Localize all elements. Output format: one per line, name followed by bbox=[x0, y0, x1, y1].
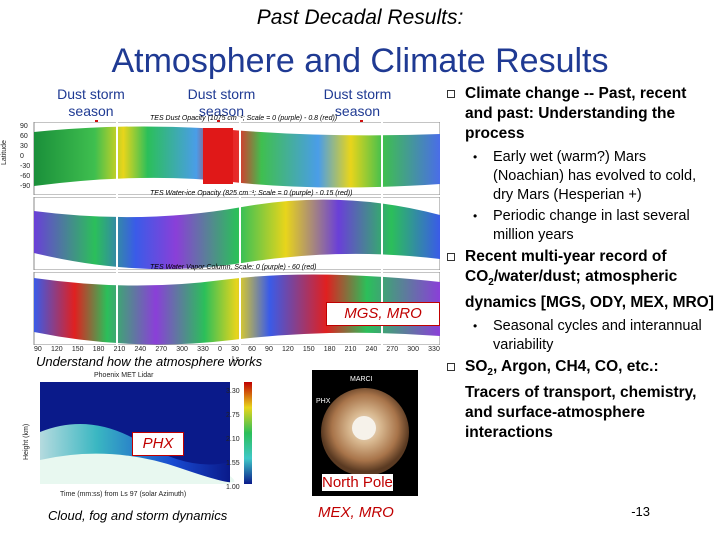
lidar-caption: Cloud, fog and storm dynamics bbox=[48, 508, 228, 523]
lidar-heading: Understand how the atmosphere works bbox=[36, 354, 263, 369]
phx-label: PHX bbox=[132, 432, 184, 456]
sub-bullet: • Seasonal cycles and interannual variabi… bbox=[473, 318, 702, 354]
lidar-title: Phoenix MET Lidar bbox=[94, 372, 154, 379]
page-number: -13 bbox=[631, 504, 650, 519]
y-axis-ticks: 90 60 30 0 -30 -60 -90 bbox=[20, 123, 31, 190]
water-ice-panel bbox=[22, 196, 441, 271]
dust-storm-label-1: Dust storm season bbox=[57, 86, 125, 119]
dust-storm-label-3: Dust storm season bbox=[323, 86, 392, 119]
dust-storm-label-2: Dust storm season bbox=[187, 86, 256, 119]
bullet-climate-change: Climate change -- Past, recent and past:… bbox=[447, 84, 717, 144]
checkbox-bullet-icon bbox=[447, 90, 455, 98]
slide-title: Atmosphere and Climate Results bbox=[111, 42, 609, 80]
lidar-colorbar-ticks: 3.30 2.75 2.10 1.55 1.00 bbox=[226, 388, 240, 491]
north-pole-label: North Pole bbox=[322, 474, 393, 491]
sub-bullet: • Early wet (warm?) Mars (Noachian) has e… bbox=[473, 149, 697, 203]
x-axis-label: Ls bbox=[232, 356, 240, 363]
marci-label: MARCI bbox=[350, 376, 373, 383]
dust-opacity-panel bbox=[22, 121, 441, 196]
mgs-mro-label: MGS, MRO bbox=[326, 302, 440, 326]
panel2-title: TES Water-ice Opacity (825 cm⁻¹; Scale =… bbox=[150, 190, 353, 197]
lidar-ylabel: Height (km) bbox=[23, 423, 30, 460]
y-axis-label: Latitude bbox=[1, 140, 8, 165]
panel1-title: TES Dust Opacity (1075 cm⁻¹; Scale = 0 (… bbox=[150, 115, 338, 122]
slide-eyebrow: Past Decadal Results: bbox=[256, 6, 464, 29]
lidar-xlabel: Time (mm:ss) from Ls 97 (solar Azimuth) bbox=[60, 491, 187, 498]
panel3-title: TES Water Vapor Column, Scale: 0 (purple… bbox=[150, 264, 317, 271]
sub-bullet: • Periodic change in last several million… bbox=[473, 208, 690, 243]
mars-phx-label: PHX bbox=[316, 398, 331, 405]
bullet-list: Climate change -- Past, recent and past:… bbox=[447, 84, 717, 447]
bullet-recent-record: Recent multi-year record of CO2/water/du… bbox=[447, 247, 717, 313]
checkbox-bullet-icon bbox=[447, 253, 455, 261]
checkbox-bullet-icon bbox=[447, 363, 455, 372]
bullet-tracers: SO2, Argon, CH4, CO, etc.: Tracers of tr… bbox=[447, 357, 717, 443]
mars-caption: MEX, MRO bbox=[318, 504, 394, 521]
x-axis-ticks: 90 120 150 180 210 240 270 300 330 0 30 60 90 120… bbox=[34, 346, 440, 353]
water-vapor-panel bbox=[22, 271, 441, 346]
